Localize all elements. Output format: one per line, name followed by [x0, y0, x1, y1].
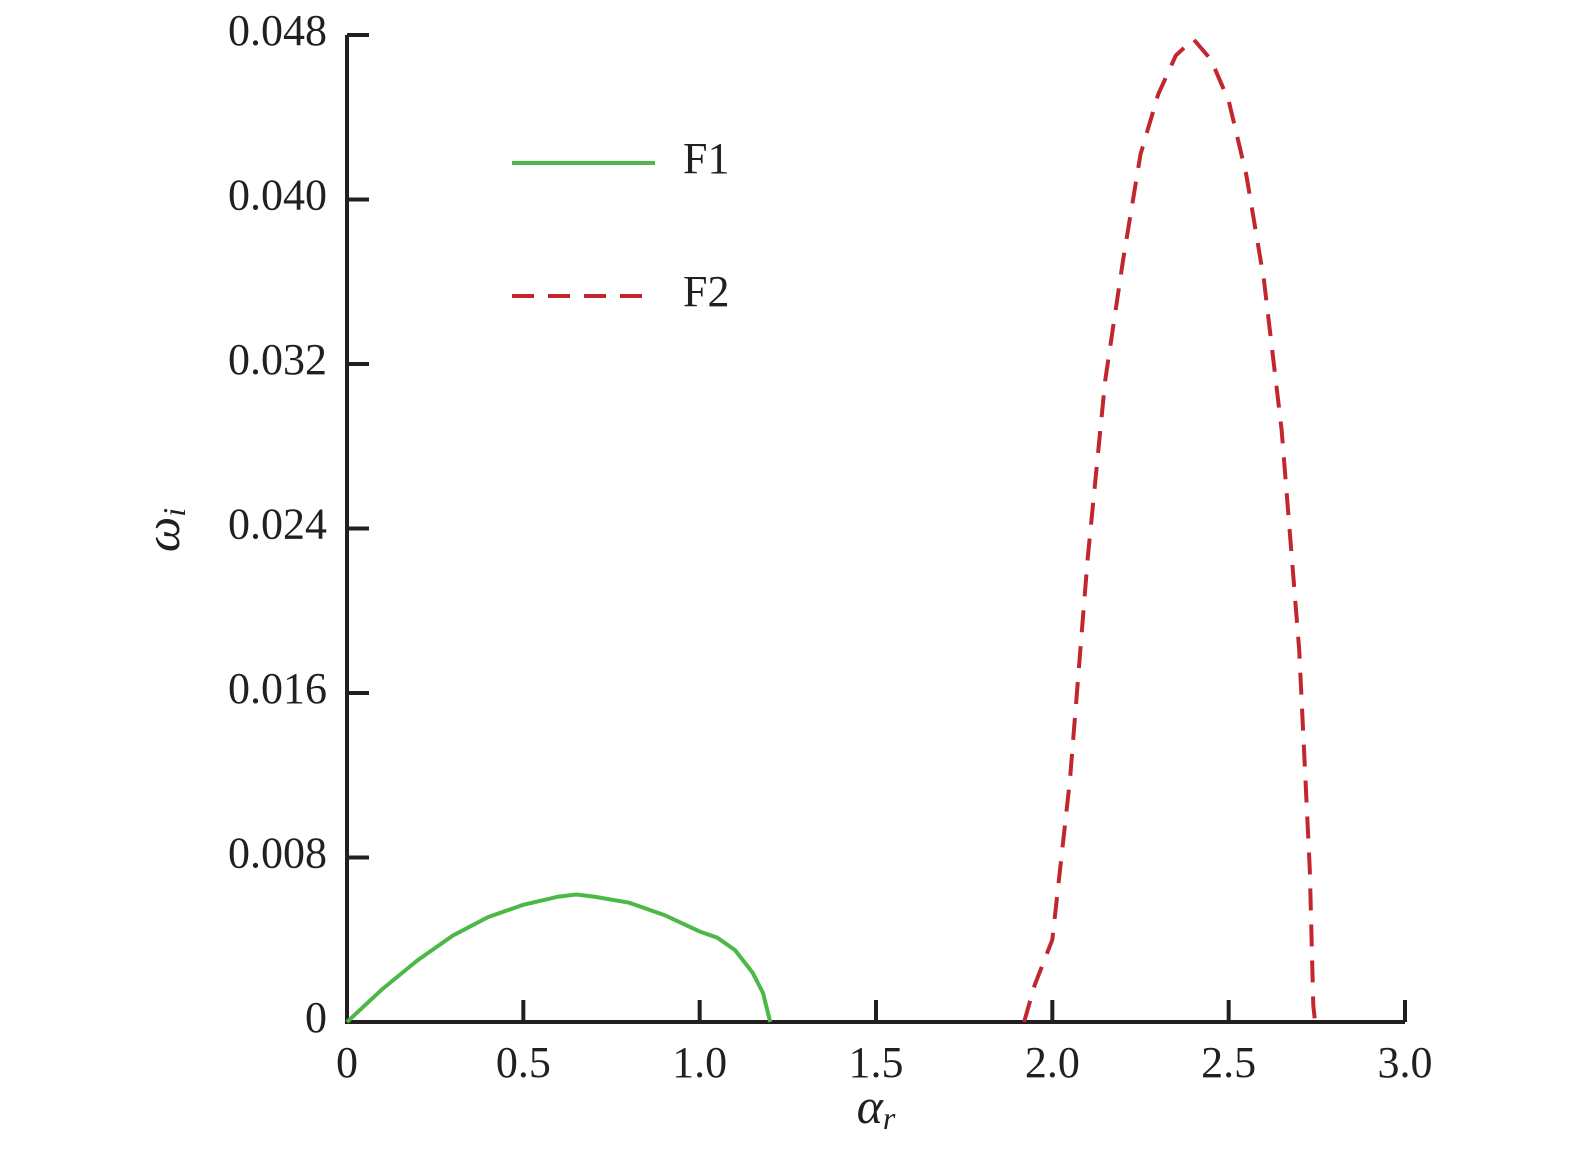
x-tick-label: 1.0 [672, 1038, 727, 1087]
y-tick-label: 0.040 [228, 171, 327, 220]
series-line [345, 892, 773, 1024]
x-tick-label: 1.5 [849, 1038, 904, 1087]
x-tick-label: 2.0 [1025, 1038, 1080, 1087]
y-tick-label: 0.008 [228, 829, 327, 878]
y-tick-label: 0.016 [228, 664, 327, 713]
y-tick-label: 0.048 [228, 6, 327, 55]
x-tick-label: 0.5 [496, 1038, 551, 1087]
x-label-symbol: α [857, 1078, 885, 1134]
x-axis-label: αr [857, 1078, 896, 1136]
legend-label: F1 [683, 134, 729, 183]
series-line [1022, 36, 1318, 1023]
x-label-sub: r [883, 1100, 896, 1136]
y-tick-label: 0.032 [228, 335, 327, 384]
y-axis-label: ωi [134, 508, 192, 552]
y-label-symbol: ω [134, 517, 190, 552]
y-label-sub: i [156, 508, 192, 517]
x-tick-label: 3.0 [1378, 1038, 1433, 1087]
x-tick-label: 2.5 [1201, 1038, 1256, 1087]
y-tick-label: 0 [305, 993, 327, 1042]
y-tick-label: 0.024 [228, 500, 327, 549]
x-tick-label: 0 [336, 1038, 358, 1087]
legend-label: F2 [683, 267, 729, 316]
